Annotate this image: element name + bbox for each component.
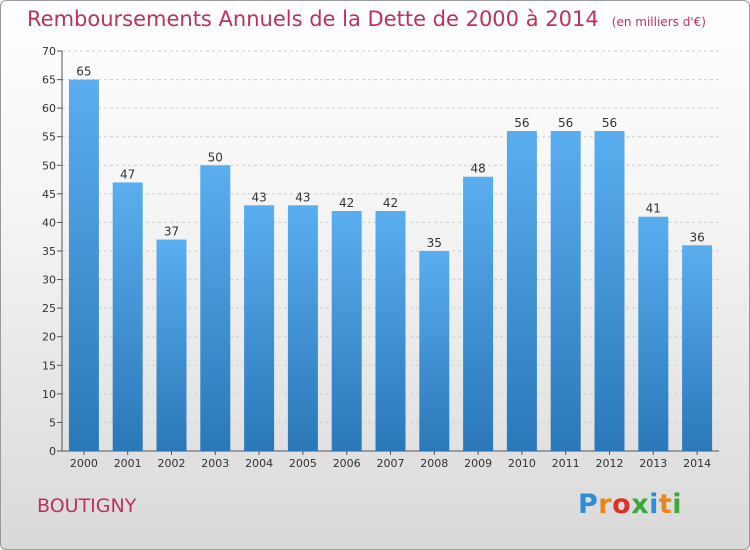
logo-letter: r (598, 489, 613, 520)
bar (156, 239, 187, 451)
bar-value-label: 56 (514, 116, 529, 130)
bar (200, 165, 231, 452)
logo-letter: x (631, 489, 650, 520)
bar-value-label: 42 (383, 196, 398, 210)
x-tick-label: 2008 (420, 457, 448, 470)
bar-value-label: 47 (120, 167, 135, 181)
bar (68, 79, 99, 452)
bar-value-label: 43 (251, 190, 266, 204)
x-tick-label: 2011 (552, 457, 580, 470)
x-tick-label: 2006 (333, 457, 361, 470)
bar (419, 251, 450, 451)
y-tick-label: 60 (42, 102, 56, 115)
y-tick-label: 40 (42, 216, 56, 229)
logo-letter: o (612, 489, 632, 520)
bar-value-label: 65 (76, 65, 91, 79)
bar (550, 131, 581, 451)
commune-name: BOUTIGNY (37, 495, 137, 517)
bar (463, 176, 494, 451)
logo-letter: t (658, 489, 673, 520)
bar-value-label: 41 (646, 202, 661, 216)
y-tick-label: 70 (42, 45, 56, 58)
bar (638, 216, 669, 451)
bar-value-label: 35 (427, 236, 442, 250)
x-tick-label: 2014 (683, 457, 711, 470)
logo-letter: P (578, 489, 599, 520)
bar (682, 245, 713, 451)
bar (375, 211, 406, 451)
bar-value-label: 42 (339, 196, 354, 210)
y-tick-label: 45 (42, 188, 56, 201)
y-tick-label: 10 (42, 388, 56, 401)
x-tick-label: 2002 (158, 457, 186, 470)
x-tick-label: 2005 (289, 457, 317, 470)
bar-value-label: 50 (208, 150, 223, 164)
y-tick-label: 65 (42, 74, 56, 87)
bar (287, 205, 318, 451)
y-tick-label: 20 (42, 331, 56, 344)
bar (331, 211, 362, 451)
x-tick-label: 2013 (639, 457, 667, 470)
y-tick-label: 5 (49, 416, 56, 429)
x-tick-label: 2009 (464, 457, 492, 470)
bar-value-label: 48 (470, 162, 485, 176)
y-tick-label: 15 (42, 359, 56, 372)
y-tick-label: 0 (49, 445, 56, 458)
bar-value-label: 36 (689, 230, 704, 244)
y-tick-label: 35 (42, 245, 56, 258)
x-tick-label: 2012 (596, 457, 624, 470)
logo-letter: i (672, 489, 683, 520)
x-tick-label: 2007 (377, 457, 405, 470)
bar-chart: 0 5 10 15 20 25 30 35 40 45 50 55 60 65 70 2000 2001 2002… (42, 45, 719, 470)
bar (506, 131, 537, 451)
x-tick-label: 2000 (70, 457, 98, 470)
chart-title-block: Remboursements Annuels de la Dette de 20… (27, 7, 706, 31)
chart-unit: (en milliers d'€) (611, 15, 706, 29)
x-tick-label: 2001 (114, 457, 142, 470)
x-tick-label: 2010 (508, 457, 536, 470)
y-tick-label: 50 (42, 159, 56, 172)
bar-value-label: 43 (295, 190, 310, 204)
y-tick-label: 55 (42, 131, 56, 144)
proxiti-logo: Proxiti (578, 489, 682, 520)
bar-value-label: 56 (602, 116, 617, 130)
bar (112, 182, 143, 451)
y-tick-label: 25 (42, 302, 56, 315)
y-tick-label: 30 (42, 274, 56, 287)
logo-letter: i (649, 489, 659, 520)
x-tick-label: 2004 (245, 457, 273, 470)
x-tick-label: 2003 (201, 457, 229, 470)
bars (68, 79, 713, 452)
bar-value-label: 56 (558, 116, 573, 130)
bar-value-label: 37 (164, 225, 179, 239)
chart-title: Remboursements Annuels de la Dette de 20… (27, 7, 599, 31)
bar (244, 205, 275, 451)
bar-labels: 65 47 37 50 43 43 42 42 35 48 56 56 56 41 36 (76, 65, 704, 250)
bar (594, 131, 625, 451)
